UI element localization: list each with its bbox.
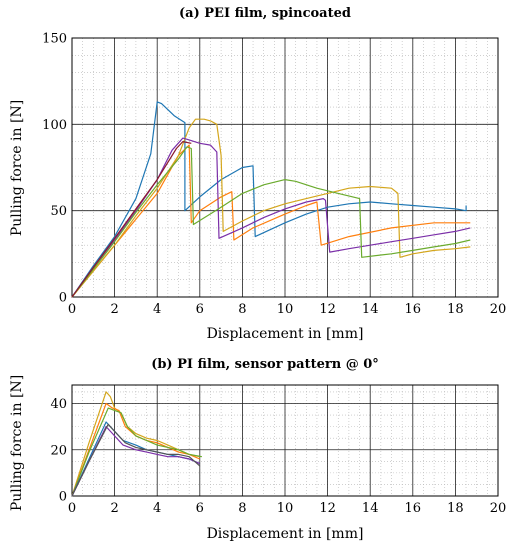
y-tick-label: 20 xyxy=(50,443,67,458)
x-tick-label: 16 xyxy=(405,302,422,317)
y-tick-label: 0 xyxy=(59,490,67,505)
series-line-a-5 xyxy=(71,146,471,298)
x-tick-label: 0 xyxy=(68,501,76,516)
x-tick-label: 18 xyxy=(447,501,464,516)
chart-b-ylabel: Pulling force in [N] xyxy=(9,375,25,511)
plot-frame xyxy=(71,37,499,298)
x-tick-label: 16 xyxy=(405,501,422,516)
x-tick-label: 20 xyxy=(490,501,507,516)
y-tick-label: 150 xyxy=(42,32,67,47)
x-tick-label: 2 xyxy=(110,302,118,317)
x-tick-label: 12 xyxy=(319,501,336,516)
y-tick-label: 50 xyxy=(50,204,67,219)
x-tick-label: 14 xyxy=(362,501,379,516)
x-tick-label: 18 xyxy=(447,302,464,317)
series-line-a-2 xyxy=(71,144,471,298)
y-tick-label: 100 xyxy=(42,118,67,133)
x-tick-label: 10 xyxy=(277,501,294,516)
series-line-b-5 xyxy=(71,426,201,497)
series-line-b-6 xyxy=(71,423,201,497)
x-tick-label: 2 xyxy=(110,501,118,516)
x-tick-label: 14 xyxy=(362,302,379,317)
y-tick-label: 40 xyxy=(50,397,67,412)
x-tick-label: 8 xyxy=(238,302,246,317)
chart-b-xlabel: Displacement in [mm] xyxy=(207,526,364,542)
x-tick-label: 6 xyxy=(196,302,204,317)
series-line-a-1 xyxy=(71,101,467,298)
x-tick-label: 12 xyxy=(319,302,336,317)
series-line-b-3 xyxy=(71,407,203,497)
chart-a-xlabel: Displacement in [mm] xyxy=(207,326,364,342)
x-tick-label: 0 xyxy=(68,302,76,317)
series-line-a-3 xyxy=(71,118,471,298)
x-tick-label: 10 xyxy=(277,302,294,317)
chart-a-title: (a) PEI film, spincoated xyxy=(179,6,351,21)
x-tick-label: 4 xyxy=(153,302,161,317)
x-tick-label: 6 xyxy=(196,501,204,516)
chart-b-plot: 0 2 4 6 8 10 12 14 16 18 20 0 20 40 xyxy=(50,384,507,516)
chart-b-title: (b) PI film, sensor pattern @ 0° xyxy=(151,357,379,372)
chart-a-plot: 0 2 4 6 8 10 12 14 16 18 20 0 50 100 150 xyxy=(42,32,506,318)
plot-frame xyxy=(71,384,499,497)
series-line-a-6 xyxy=(71,141,192,298)
chart-a-ylabel: Pulling force in [N] xyxy=(9,100,25,236)
x-tick-label: 8 xyxy=(238,501,246,516)
y-tick-label: 0 xyxy=(59,291,67,306)
x-tick-label: 20 xyxy=(490,302,507,317)
x-tick-label: 4 xyxy=(153,501,161,516)
